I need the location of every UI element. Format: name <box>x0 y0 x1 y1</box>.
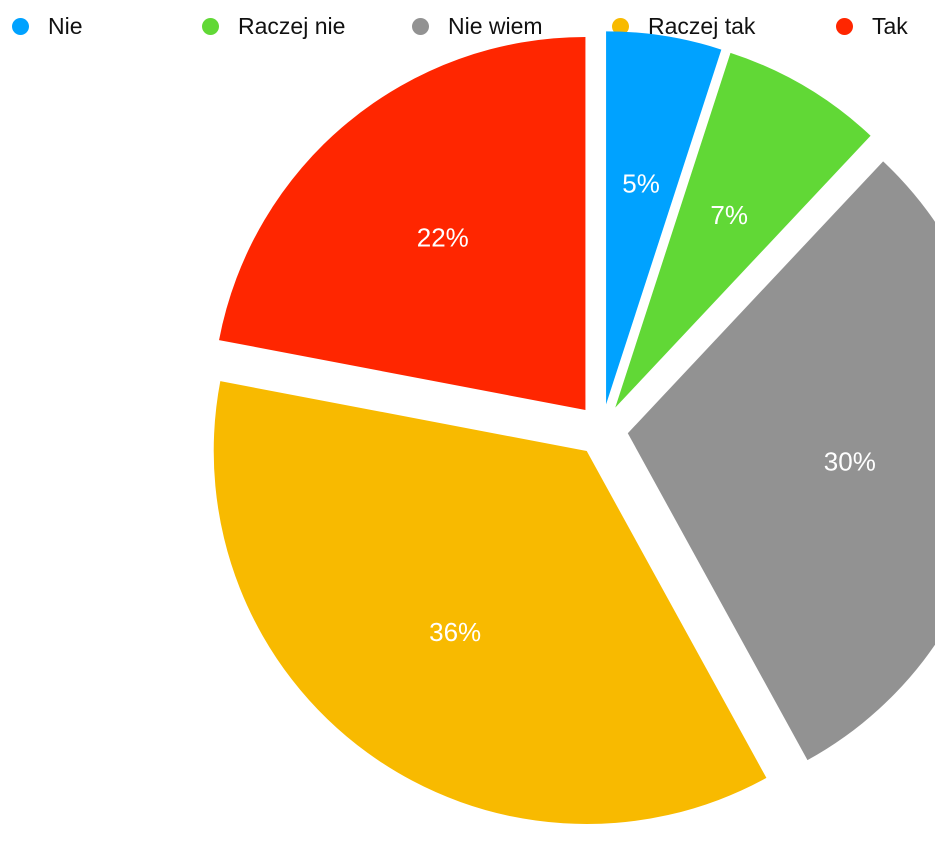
pie-slices <box>214 31 935 824</box>
pie-slice-label-nie: 5% <box>622 168 660 198</box>
pie-slice-label-raczej-nie: 7% <box>710 200 748 230</box>
pie-slice-label-raczej-tak: 36% <box>429 617 481 647</box>
pie-slice-tak <box>219 37 585 410</box>
pie-slice-label-tak: 22% <box>417 223 469 253</box>
pie-slice-label-nie-wiem: 30% <box>824 446 876 476</box>
